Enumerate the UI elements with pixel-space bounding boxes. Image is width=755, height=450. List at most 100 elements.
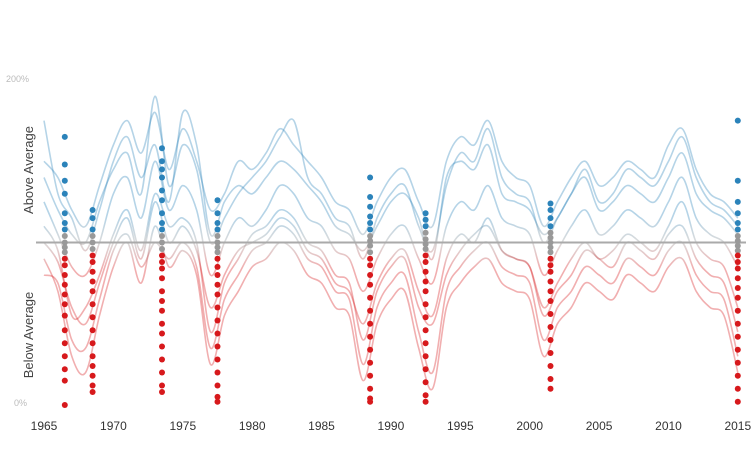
data-point [159, 356, 165, 363]
data-point [61, 133, 68, 140]
data-point [214, 220, 221, 226]
data-point [367, 174, 374, 181]
data-point [367, 226, 374, 233]
data-point [89, 301, 96, 308]
x-tick-label: 1990 [378, 419, 405, 433]
data-point [159, 275, 165, 282]
data-point [734, 177, 741, 184]
x-tick-label: 2010 [655, 419, 682, 433]
series-line [43, 225, 739, 391]
data-point [422, 379, 429, 386]
below-average-label: Below Average [21, 292, 36, 379]
data-point [61, 161, 68, 168]
x-tick-label: 1995 [447, 419, 474, 433]
data-point [734, 226, 741, 233]
data-point [367, 242, 374, 249]
y-tick-label-bottom: 0% [14, 398, 27, 408]
data-point [159, 265, 165, 272]
data-point [89, 353, 96, 360]
data-point [547, 278, 554, 285]
data-point [214, 272, 221, 278]
data-point [159, 220, 165, 226]
data-point [61, 291, 68, 298]
y-tick-label-top: 200% [6, 74, 29, 84]
data-point [159, 389, 165, 395]
data-point [61, 233, 68, 239]
data-point [61, 249, 68, 256]
data-point [89, 389, 96, 395]
data-point [734, 385, 741, 392]
data-point [89, 340, 96, 347]
data-point [159, 166, 165, 173]
data-point [547, 350, 554, 356]
data-point [422, 229, 429, 236]
data-point [214, 233, 221, 239]
data-point [89, 252, 96, 259]
data-point [159, 246, 165, 252]
data-point [61, 190, 68, 197]
data-point [159, 343, 165, 350]
data-point [422, 236, 429, 243]
data-point [214, 393, 221, 400]
data-point [367, 194, 374, 200]
data-point [734, 247, 741, 254]
data-point [422, 353, 429, 360]
data-point [61, 255, 68, 262]
x-tick-label: 1965 [31, 419, 58, 433]
data-point [422, 268, 429, 275]
data-point [214, 226, 221, 233]
data-point [367, 346, 374, 353]
data-point [159, 145, 165, 152]
data-point [547, 376, 554, 382]
data-point [367, 272, 374, 278]
data-point [367, 385, 374, 392]
data-point [367, 294, 374, 301]
data-point [547, 337, 554, 343]
data-point [61, 327, 68, 334]
data-point [89, 268, 96, 275]
series-line [43, 192, 739, 341]
series-line [43, 201, 739, 326]
data-point [367, 249, 374, 256]
data-point [734, 398, 741, 405]
data-point [547, 207, 554, 213]
data-point [89, 259, 96, 265]
data-point [367, 233, 374, 239]
data-point [159, 259, 165, 265]
event-markers [61, 117, 741, 408]
above-average-label: Above Average [21, 126, 36, 214]
data-point [214, 343, 221, 350]
data-point [422, 210, 429, 217]
data-point [159, 320, 165, 327]
data-point [89, 314, 96, 321]
data-point [367, 398, 374, 405]
data-point [61, 239, 68, 246]
data-point [734, 259, 741, 265]
data-point [734, 233, 741, 239]
data-point [547, 311, 554, 317]
data-point [61, 210, 68, 217]
data-point [89, 233, 96, 239]
data-point [734, 294, 741, 301]
data-point [547, 239, 554, 246]
x-tick-label: 2015 [724, 419, 751, 433]
data-point [89, 288, 96, 295]
data-point [159, 307, 165, 314]
data-point [159, 330, 165, 337]
data-point [422, 216, 429, 223]
data-point [159, 369, 165, 376]
data-point [367, 255, 374, 262]
data-point [367, 220, 374, 226]
data-point [734, 333, 741, 340]
data-point [367, 333, 374, 340]
data-point [214, 210, 221, 217]
data-point [734, 117, 741, 124]
data-point [159, 239, 165, 246]
data-point [367, 359, 374, 366]
data-point [159, 174, 165, 181]
data-point [61, 244, 68, 251]
data-point [734, 285, 741, 291]
data-point [422, 223, 429, 230]
data-point [547, 324, 554, 330]
